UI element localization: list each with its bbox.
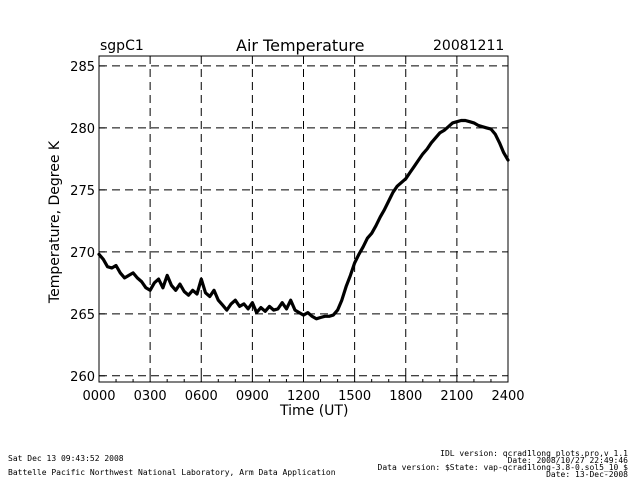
y-tick-label: 260 xyxy=(70,370,95,385)
axis-ticks xyxy=(98,65,509,382)
footer-lab-name: Battelle Pacific Northwest National Labo… xyxy=(8,468,336,477)
x-tick-label: 1800 xyxy=(389,389,422,404)
chart-title: Air Temperature xyxy=(236,36,365,55)
footer-idl-version: IDL version: qcrad1long_plots.pro,v 1.1 xyxy=(440,449,628,458)
y-tick-label: 275 xyxy=(70,184,95,199)
footer-data-version: Data version: $State: vap-qcrad1long-3.8… xyxy=(377,463,628,472)
x-tick-label: 0600 xyxy=(185,389,218,404)
x-tick-label: 1200 xyxy=(287,389,320,404)
date-label: 20081211 xyxy=(433,38,505,54)
x-tick-label: 0900 xyxy=(236,389,269,404)
x-tick-label: 0000 xyxy=(82,389,115,404)
y-tick-label: 270 xyxy=(70,246,95,261)
x-tick-label: 1500 xyxy=(338,389,371,404)
y-tick-label: 285 xyxy=(70,60,95,75)
grid-lines xyxy=(99,56,508,382)
footer-data-date: Date: 13-Dec-2008 xyxy=(546,470,628,479)
x-tick-label: 2400 xyxy=(491,389,524,404)
tick-labels: 0000 0300 0600 0900 1200 1500 1800 2100 2400 260 2… xyxy=(70,60,524,404)
y-axis-label: Temperature, Degree K xyxy=(47,140,63,304)
x-axis-label: Time (UT) xyxy=(280,403,349,419)
y-tick-label: 280 xyxy=(70,122,95,137)
site-label: sgpC1 xyxy=(100,38,144,54)
temperature-series-line xyxy=(97,118,510,321)
x-tick-label: 0300 xyxy=(134,389,167,404)
footer-idl-date: Date: 2008/10/27 22:49:46 xyxy=(507,456,628,465)
series-group xyxy=(97,118,510,321)
x-tick-label: 2100 xyxy=(440,389,473,404)
y-tick-label: 265 xyxy=(70,308,95,323)
footer-timestamp: Sat Dec 13 09:43:52 2008 xyxy=(8,454,124,463)
